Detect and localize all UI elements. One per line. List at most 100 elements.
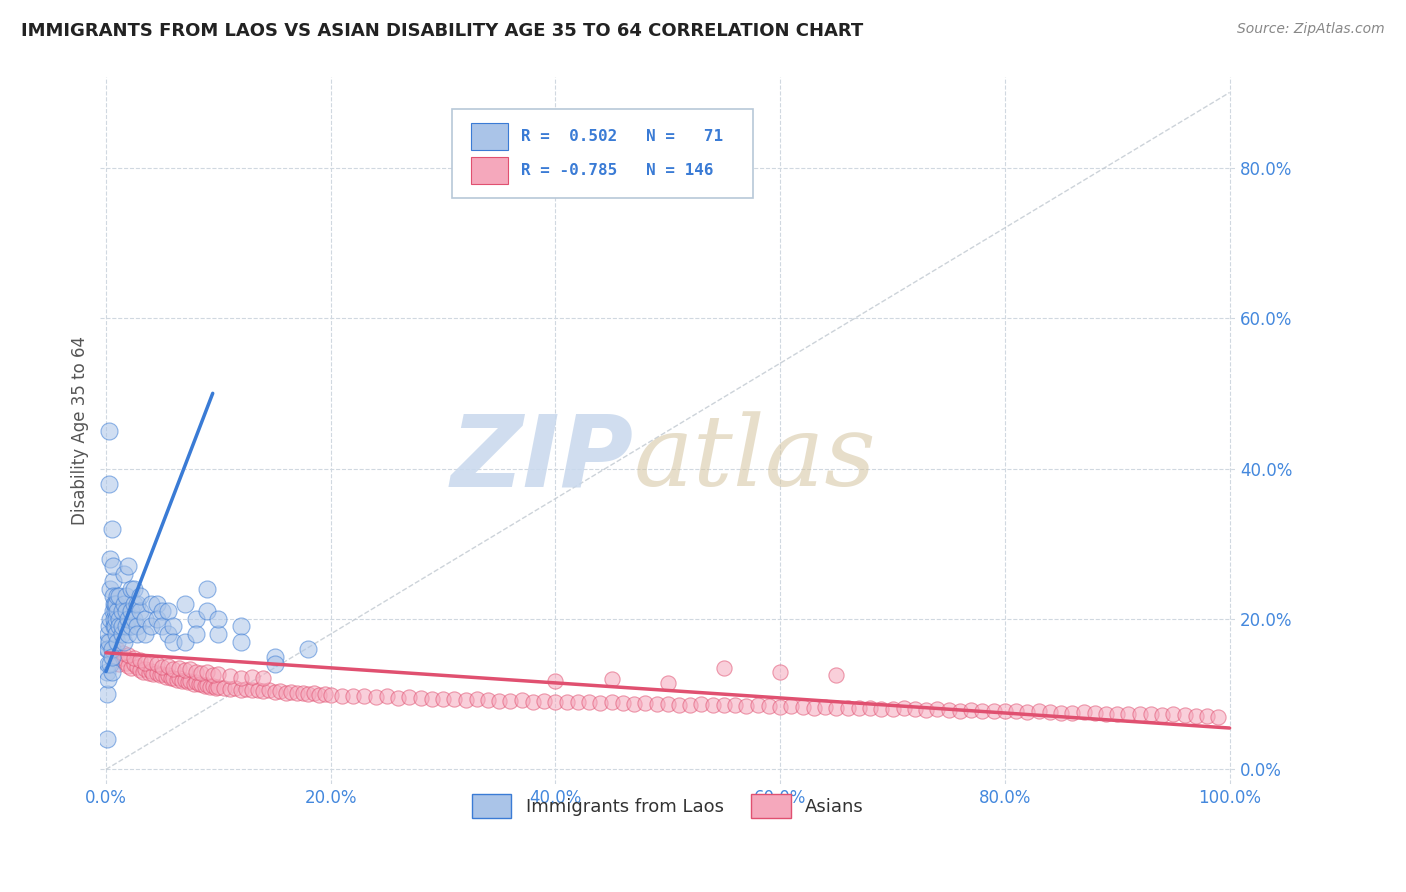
Point — [949, 704, 972, 718]
Point — [98, 476, 121, 491]
Point — [848, 700, 870, 714]
Text: atlas: atlas — [634, 411, 876, 507]
Point — [122, 597, 145, 611]
Point — [190, 666, 212, 681]
Point — [96, 642, 118, 657]
Point — [510, 693, 533, 707]
Point — [190, 676, 212, 690]
Point — [1163, 707, 1185, 722]
Point — [105, 627, 128, 641]
Point — [173, 597, 195, 611]
Point — [257, 683, 280, 698]
Point — [972, 704, 994, 718]
Point — [100, 657, 122, 671]
Point — [120, 661, 142, 675]
Point — [364, 690, 387, 705]
Point — [263, 649, 285, 664]
Point — [207, 627, 229, 641]
Point — [100, 646, 122, 660]
Point — [229, 671, 252, 685]
Point — [229, 634, 252, 648]
Point — [104, 619, 127, 633]
Point — [713, 661, 735, 675]
Point — [735, 699, 758, 714]
Text: R = -0.785   N = 146: R = -0.785 N = 146 — [522, 163, 714, 178]
Point — [111, 627, 134, 641]
Point — [747, 698, 769, 713]
Point — [904, 702, 927, 716]
Point — [1095, 706, 1118, 721]
Point — [983, 705, 1005, 719]
Point — [398, 690, 420, 705]
Point — [302, 686, 325, 700]
Point — [120, 619, 142, 633]
Point — [111, 646, 134, 660]
Point — [117, 559, 139, 574]
Point — [134, 627, 156, 641]
Point — [101, 604, 124, 618]
Point — [1107, 706, 1129, 721]
Point — [184, 612, 207, 626]
Point — [162, 619, 184, 633]
Point — [201, 667, 224, 681]
Point — [882, 702, 904, 716]
Point — [195, 582, 218, 596]
Point — [207, 680, 229, 694]
Point — [120, 604, 142, 618]
FancyBboxPatch shape — [453, 109, 752, 198]
Point — [115, 604, 138, 618]
Point — [134, 656, 156, 670]
Point — [128, 590, 150, 604]
Point — [150, 666, 173, 681]
Point — [668, 698, 690, 712]
Point — [115, 619, 138, 633]
Point — [105, 597, 128, 611]
Point — [713, 698, 735, 712]
Point — [938, 703, 960, 717]
Point — [207, 612, 229, 626]
Point — [246, 682, 269, 697]
Point — [1017, 705, 1039, 719]
Point — [122, 651, 145, 665]
Point — [207, 666, 229, 681]
Point — [443, 691, 465, 706]
Point — [387, 690, 409, 705]
Point — [240, 670, 263, 684]
Point — [105, 604, 128, 618]
Point — [100, 551, 122, 566]
Point — [1005, 705, 1028, 719]
Point — [117, 612, 139, 626]
Point — [825, 700, 848, 714]
Point — [97, 642, 120, 657]
Point — [240, 683, 263, 698]
Point — [139, 619, 162, 633]
Point — [1039, 705, 1062, 719]
Point — [184, 665, 207, 679]
Point — [173, 634, 195, 648]
Point — [128, 663, 150, 677]
Point — [870, 702, 893, 716]
Point — [127, 660, 149, 674]
Point — [314, 687, 336, 701]
Point — [117, 658, 139, 673]
Point — [100, 522, 122, 536]
Y-axis label: Disability Age 35 to 64: Disability Age 35 to 64 — [72, 336, 89, 525]
Point — [330, 689, 353, 703]
Point — [128, 653, 150, 667]
Point — [195, 678, 218, 692]
Point — [589, 696, 612, 710]
Point — [803, 700, 825, 714]
Point — [108, 619, 131, 633]
Point — [162, 634, 184, 648]
Point — [112, 597, 135, 611]
Point — [780, 699, 803, 714]
Point — [859, 701, 882, 715]
Point — [825, 668, 848, 682]
Point — [195, 604, 218, 618]
Point — [229, 682, 252, 697]
Point — [115, 590, 138, 604]
Point — [96, 732, 118, 747]
Point — [252, 672, 274, 686]
Point — [893, 701, 915, 715]
Point — [915, 703, 938, 717]
